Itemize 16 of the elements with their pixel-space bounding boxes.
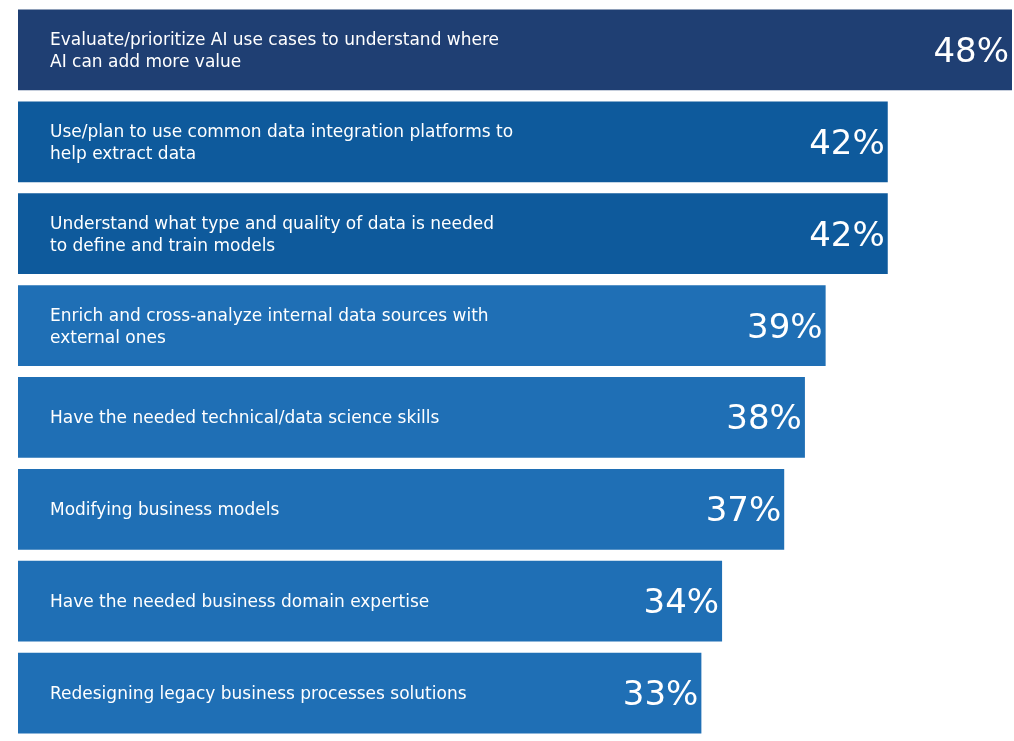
- y-tick-label: Redesigning legacy business processes solutions: [50, 683, 467, 703]
- data-label: 33%: [622, 673, 699, 714]
- data-label: 38%: [726, 397, 802, 438]
- y-tick-label: Have the needed technical/data science skills: [50, 407, 440, 427]
- y-tick-label: Enrich and cross-analyze internal data sources with external ones: [50, 305, 489, 348]
- data-label: 42%: [809, 121, 885, 162]
- y-tick-label: Understand what type and quality of data is needed to define and train models: [50, 213, 495, 256]
- y-tick-label: Use/plan to use common data integration platforms to help extract data: [50, 121, 514, 164]
- data-label: 42%: [809, 213, 885, 254]
- y-tick-label: Modifying business models: [50, 499, 280, 519]
- y-tick-label: Evaluate/prioritize AI use cases to understand where AI can add more value: [50, 29, 500, 72]
- data-label: 39%: [747, 305, 823, 346]
- data-label: 48%: [933, 29, 1009, 70]
- data-label: 34%: [643, 581, 720, 622]
- y-tick-label: Have the needed business domain expertise: [50, 591, 430, 611]
- data-label: 37%: [705, 489, 782, 530]
